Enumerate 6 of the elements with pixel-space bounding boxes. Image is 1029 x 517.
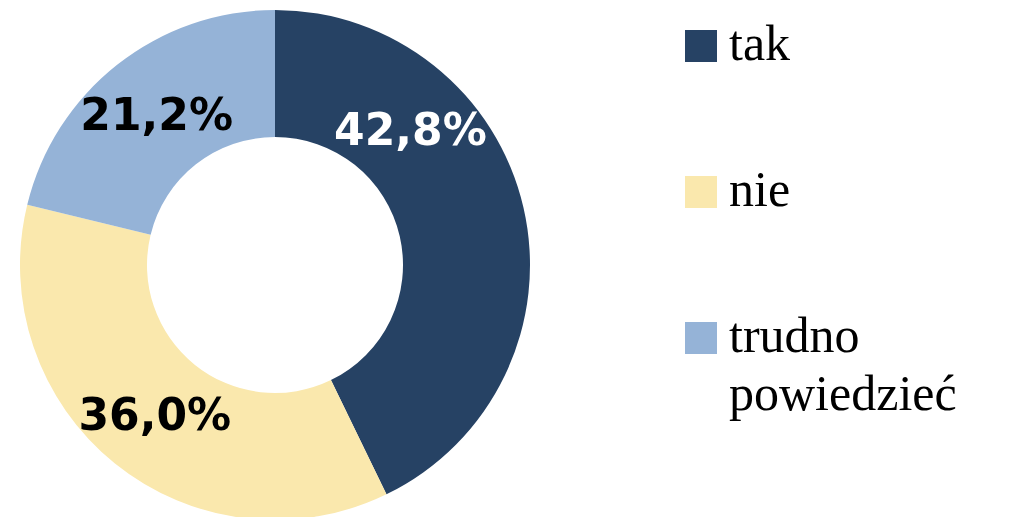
data-label: 21,2% [80, 88, 234, 140]
data-label: 42,8% [334, 104, 487, 156]
legend-label: trudno powiedzieć [729, 306, 958, 422]
legend-label: tak [729, 14, 792, 72]
data-label: 36,0% [78, 388, 232, 440]
legend-label: nie [729, 160, 792, 218]
